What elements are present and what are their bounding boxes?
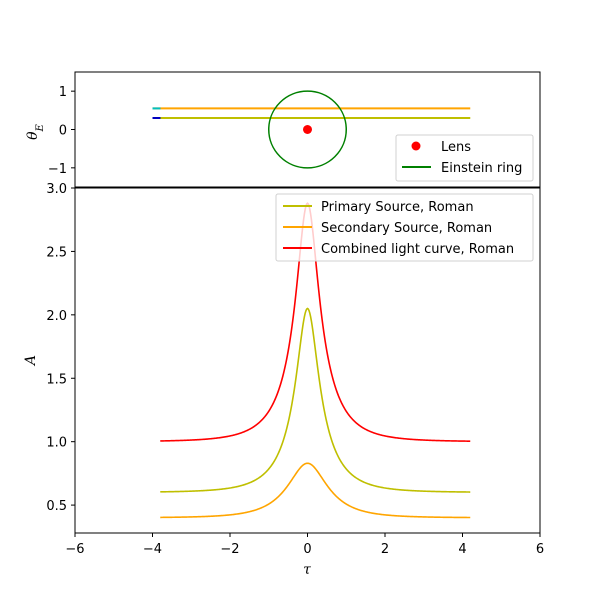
bottom-x-tick-label: −4 bbox=[143, 542, 162, 557]
source-tracks bbox=[152, 107, 471, 119]
top-legend: Lens Einstein ring bbox=[395, 134, 534, 182]
legend-ring-label: Einstein ring bbox=[441, 161, 522, 176]
bottom-legend-box bbox=[275, 193, 534, 262]
bottom-y-tick-label: 0.5 bbox=[46, 499, 67, 514]
light-curve-line bbox=[160, 462, 471, 519]
light-curve-line bbox=[160, 307, 471, 493]
bottom-x-tick-label: 4 bbox=[458, 542, 466, 557]
top-y-axis-label: θE bbox=[25, 123, 46, 139]
bottom-y-axis-label: A bbox=[23, 355, 39, 367]
top-panel: −1 0 1 Lens Einstein ring θE bbox=[25, 71, 541, 188]
bottom-x-tick-label: 2 bbox=[381, 542, 389, 557]
bottom-x-axis-label: τ bbox=[303, 562, 311, 578]
einstein-ring-circle bbox=[268, 90, 347, 169]
legend-lens-marker bbox=[411, 141, 421, 151]
bottom-y-tick-label: 3.0 bbox=[46, 182, 67, 197]
top-y-tick-label: 1 bbox=[59, 85, 67, 100]
top-y-tick-label: 0 bbox=[59, 124, 67, 139]
top-y-tick-label: −1 bbox=[48, 162, 67, 177]
bottom-y-tick-label: 1.0 bbox=[46, 436, 67, 451]
bottom-y-tick-label: 2.0 bbox=[46, 309, 67, 324]
bottom-y-tick-label: 2.5 bbox=[46, 245, 67, 260]
bottom-legend: Primary Source, Roman Secondary Source, … bbox=[275, 193, 534, 262]
lens-point bbox=[303, 125, 312, 134]
legend-combined-label: Combined light curve, Roman bbox=[321, 242, 514, 257]
bottom-y-tick-label: 1.5 bbox=[46, 372, 67, 387]
top-axes-frame bbox=[74, 71, 541, 188]
bottom-panel: 0.5 1.0 1.5 2.0 2.5 3.0 −6 −4 −2 0 2 4 6 Primary So… bbox=[23, 182, 544, 578]
bottom-x-tick-label: −2 bbox=[220, 542, 239, 557]
bottom-x-tick-label: 0 bbox=[303, 542, 311, 557]
top-legend-box bbox=[395, 134, 534, 182]
bottom-y-ticks: 0.5 1.0 1.5 2.0 2.5 3.0 bbox=[46, 182, 75, 514]
bottom-x-ticks: −6 −4 −2 0 2 4 6 bbox=[65, 533, 544, 557]
legend-lens-label: Lens bbox=[441, 140, 471, 155]
top-y-ticks: −1 0 1 bbox=[48, 85, 75, 177]
bottom-x-tick-label: −6 bbox=[65, 542, 84, 557]
bottom-axes-frame bbox=[74, 187, 541, 534]
bottom-x-tick-label: 6 bbox=[536, 542, 544, 557]
legend-primary-label: Primary Source, Roman bbox=[321, 200, 474, 215]
legend-secondary-label: Secondary Source, Roman bbox=[321, 221, 492, 236]
